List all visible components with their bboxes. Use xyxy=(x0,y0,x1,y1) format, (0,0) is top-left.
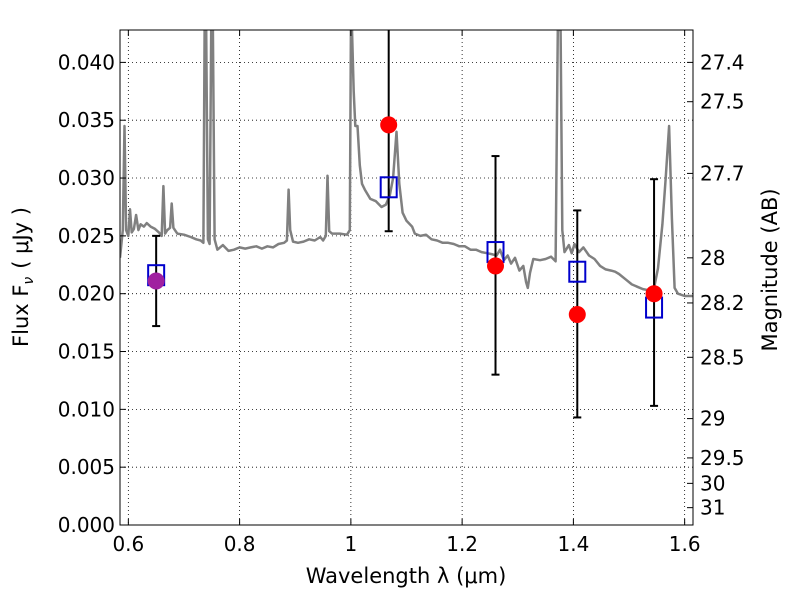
plot-frame xyxy=(119,29,694,526)
spectrum-line xyxy=(120,30,693,298)
y-axis-label: Flux Fν( μJy ) xyxy=(9,207,37,347)
y2-tick-label: 27.7 xyxy=(700,161,745,185)
observed-point xyxy=(568,306,586,324)
y-tick-label: 0.010 xyxy=(58,397,115,421)
observed-point xyxy=(380,116,398,134)
y2-tick-label: 28 xyxy=(700,246,725,270)
y2-axis-label: Magnitude (AB) xyxy=(758,188,782,351)
y2-tick-label: 27.4 xyxy=(700,50,745,74)
grid xyxy=(120,30,693,526)
x-axis-label: Wavelength λ (μm) xyxy=(306,564,507,588)
x-tick-label: 0.6 xyxy=(112,532,144,556)
plot-area xyxy=(120,30,693,419)
y-tick-label: 0.025 xyxy=(58,224,115,248)
y2-tick-label: 27.5 xyxy=(700,90,745,114)
x-tick-label: 1.2 xyxy=(446,532,478,556)
y-tick-label: 0.000 xyxy=(58,513,115,537)
x-tick-label: 1.4 xyxy=(557,532,589,556)
model-square-marker xyxy=(568,260,587,283)
y-tick-label: 0.040 xyxy=(58,50,115,74)
x-tick-label: 0.8 xyxy=(224,532,256,556)
y-tick-label: 0.035 xyxy=(58,108,115,132)
observed-point xyxy=(147,272,165,290)
model-square-marker xyxy=(379,176,398,199)
observed-markers xyxy=(147,116,663,324)
x-tick-label: 1 xyxy=(345,532,358,556)
tick-labels: 0.6 0.8 1 1.2 1.4 1.6 0.000 0.005 0.010 0.015 0.02… xyxy=(58,50,745,556)
y2-tick-label: 28.5 xyxy=(700,345,745,369)
y-tick-label: 0.015 xyxy=(58,340,115,364)
observed-point xyxy=(645,285,663,303)
y2-tick-label: 28.2 xyxy=(700,291,745,315)
axis-ticks xyxy=(120,30,693,526)
y2-tick-label: 31 xyxy=(700,496,725,520)
y2-tick-label: 29.5 xyxy=(700,446,745,470)
y-tick-label: 0.005 xyxy=(58,455,115,479)
observed-point xyxy=(487,257,505,275)
y2-tick-label: 30 xyxy=(700,471,725,495)
y-tick-label: 0.020 xyxy=(58,282,115,306)
x-tick-label: 1.6 xyxy=(669,532,701,556)
y2-tick-label: 29 xyxy=(700,407,725,431)
y-tick-label: 0.030 xyxy=(58,166,115,190)
